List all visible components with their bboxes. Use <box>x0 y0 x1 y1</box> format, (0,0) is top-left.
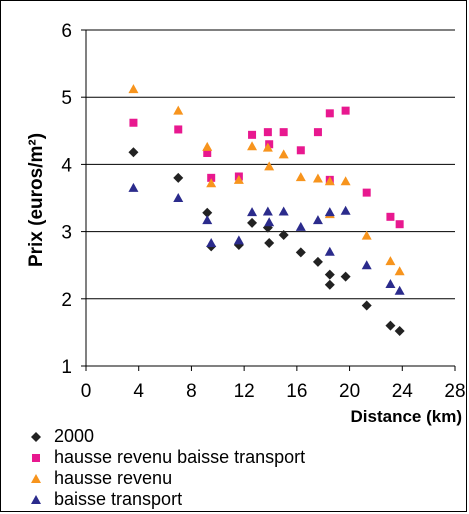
point-series-2-16 <box>394 266 405 276</box>
point-series-1-10 <box>313 128 322 137</box>
point-series-3-15 <box>385 279 396 289</box>
point-series-2-14 <box>361 230 372 240</box>
point-series-0-5 <box>247 217 258 228</box>
point-series-0-15 <box>385 320 396 331</box>
point-series-2-3 <box>206 178 217 188</box>
x-tick-label: 8 <box>186 381 197 402</box>
x-tick-label: 20 <box>339 381 360 402</box>
point-series-2-11 <box>324 176 335 186</box>
legend-label: hausse revenu baisse transport <box>54 447 306 467</box>
point-series-3-10 <box>312 215 323 225</box>
point-series-0-7 <box>264 238 275 249</box>
point-series-0-14 <box>361 300 372 311</box>
y-tick-label: 3 <box>61 223 72 244</box>
legend-item-2000: 2000 <box>28 426 305 447</box>
x-tick-labels: 0 4 8 12 16 20 24 28 <box>81 366 466 402</box>
point-series-1-0 <box>129 118 138 127</box>
point-series-3-2 <box>202 215 213 225</box>
point-series-3-4 <box>233 235 244 245</box>
point-series-2-9 <box>295 172 306 182</box>
point-series-0-12 <box>324 279 335 290</box>
point-series-0-1 <box>173 172 184 183</box>
x-tick-label: 4 <box>133 381 144 402</box>
point-series-2-4 <box>233 174 244 184</box>
x-tick-label: 0 <box>81 381 92 402</box>
y-tick-label: 4 <box>61 155 72 176</box>
point-series-2-6 <box>262 142 273 152</box>
legend-item-hausse-revenu-baisse-transport: hausse revenu baisse transport <box>28 447 305 468</box>
point-series-3-1 <box>173 193 184 202</box>
y-tick-label: 2 <box>61 290 72 311</box>
point-series-3-3 <box>206 238 217 248</box>
point-series-1-1 <box>174 125 183 134</box>
point-series-1-9 <box>296 146 305 155</box>
point-series-1-14 <box>362 188 371 197</box>
point-series-3-7 <box>264 217 275 227</box>
point-series-2-1 <box>173 105 184 115</box>
legend-label: hausse revenu <box>54 468 173 488</box>
square-marker-icon <box>32 454 40 462</box>
point-series-1-2 <box>203 148 212 157</box>
point-series-2-7 <box>264 161 275 171</box>
point-series-0-10 <box>312 256 323 267</box>
point-series-0-8 <box>278 229 289 240</box>
point-series-0-9 <box>295 247 306 258</box>
point-series-1-13 <box>341 106 350 115</box>
triangle-marker-icon <box>31 474 41 483</box>
point-series-3-13 <box>340 205 351 215</box>
legend-label: 2000 <box>54 426 95 446</box>
point-series-2-13 <box>340 176 351 186</box>
point-series-0-13 <box>340 271 351 282</box>
legend-item-baisse-transport: baisse transport <box>28 489 305 510</box>
point-series-2-0 <box>128 84 139 94</box>
point-series-0-16 <box>394 326 405 337</box>
x-tick-label: 28 <box>444 381 465 402</box>
point-series-0-2 <box>202 207 213 218</box>
y-tick-label: 1 <box>61 357 72 378</box>
point-series-2-10 <box>312 173 323 183</box>
x-tick-label: 12 <box>234 381 255 402</box>
data-points <box>128 84 405 337</box>
point-series-1-6 <box>263 128 272 137</box>
point-series-1-7 <box>265 140 274 149</box>
triangle-marker-icon <box>31 495 41 504</box>
point-series-1-16 <box>395 220 404 229</box>
x-axis-title: Distance (km) <box>351 407 462 426</box>
point-series-3-5 <box>247 207 258 217</box>
point-series-2-8 <box>278 149 289 159</box>
point-series-2-5 <box>247 141 258 151</box>
legend-item-hausse-revenu: hausse revenu <box>28 468 305 489</box>
point-series-3-0 <box>128 182 139 192</box>
legend-label: baisse transport <box>54 489 183 509</box>
y-tick-labels: 1 2 3 4 5 6 <box>61 21 86 378</box>
point-series-1-3 <box>207 173 216 182</box>
point-series-3-11 <box>324 207 335 217</box>
point-series-3-6 <box>262 206 273 216</box>
point-series-1-5 <box>248 130 257 139</box>
y-axis-title: Prix (euros/m²) <box>26 133 47 267</box>
point-series-1-11 <box>325 109 334 118</box>
point-series-3-9 <box>295 221 306 231</box>
point-series-3-16 <box>394 285 405 295</box>
legend: 2000 hausse revenu baisse transport haus… <box>28 426 305 510</box>
x-tick-label: 16 <box>286 381 307 402</box>
point-series-3-12 <box>324 246 335 256</box>
point-series-1-8 <box>279 128 288 137</box>
point-series-0-0 <box>128 147 139 158</box>
point-series-3-8 <box>278 206 289 216</box>
y-tick-label: 6 <box>61 21 72 42</box>
diamond-marker-icon <box>31 432 41 442</box>
point-series-2-15 <box>385 256 396 266</box>
x-tick-label: 24 <box>392 381 414 402</box>
point-series-3-14 <box>361 260 372 270</box>
y-tick-label: 5 <box>61 88 72 109</box>
point-series-0-11 <box>324 269 335 280</box>
point-series-1-15 <box>386 212 395 221</box>
point-series-2-2 <box>202 141 213 151</box>
